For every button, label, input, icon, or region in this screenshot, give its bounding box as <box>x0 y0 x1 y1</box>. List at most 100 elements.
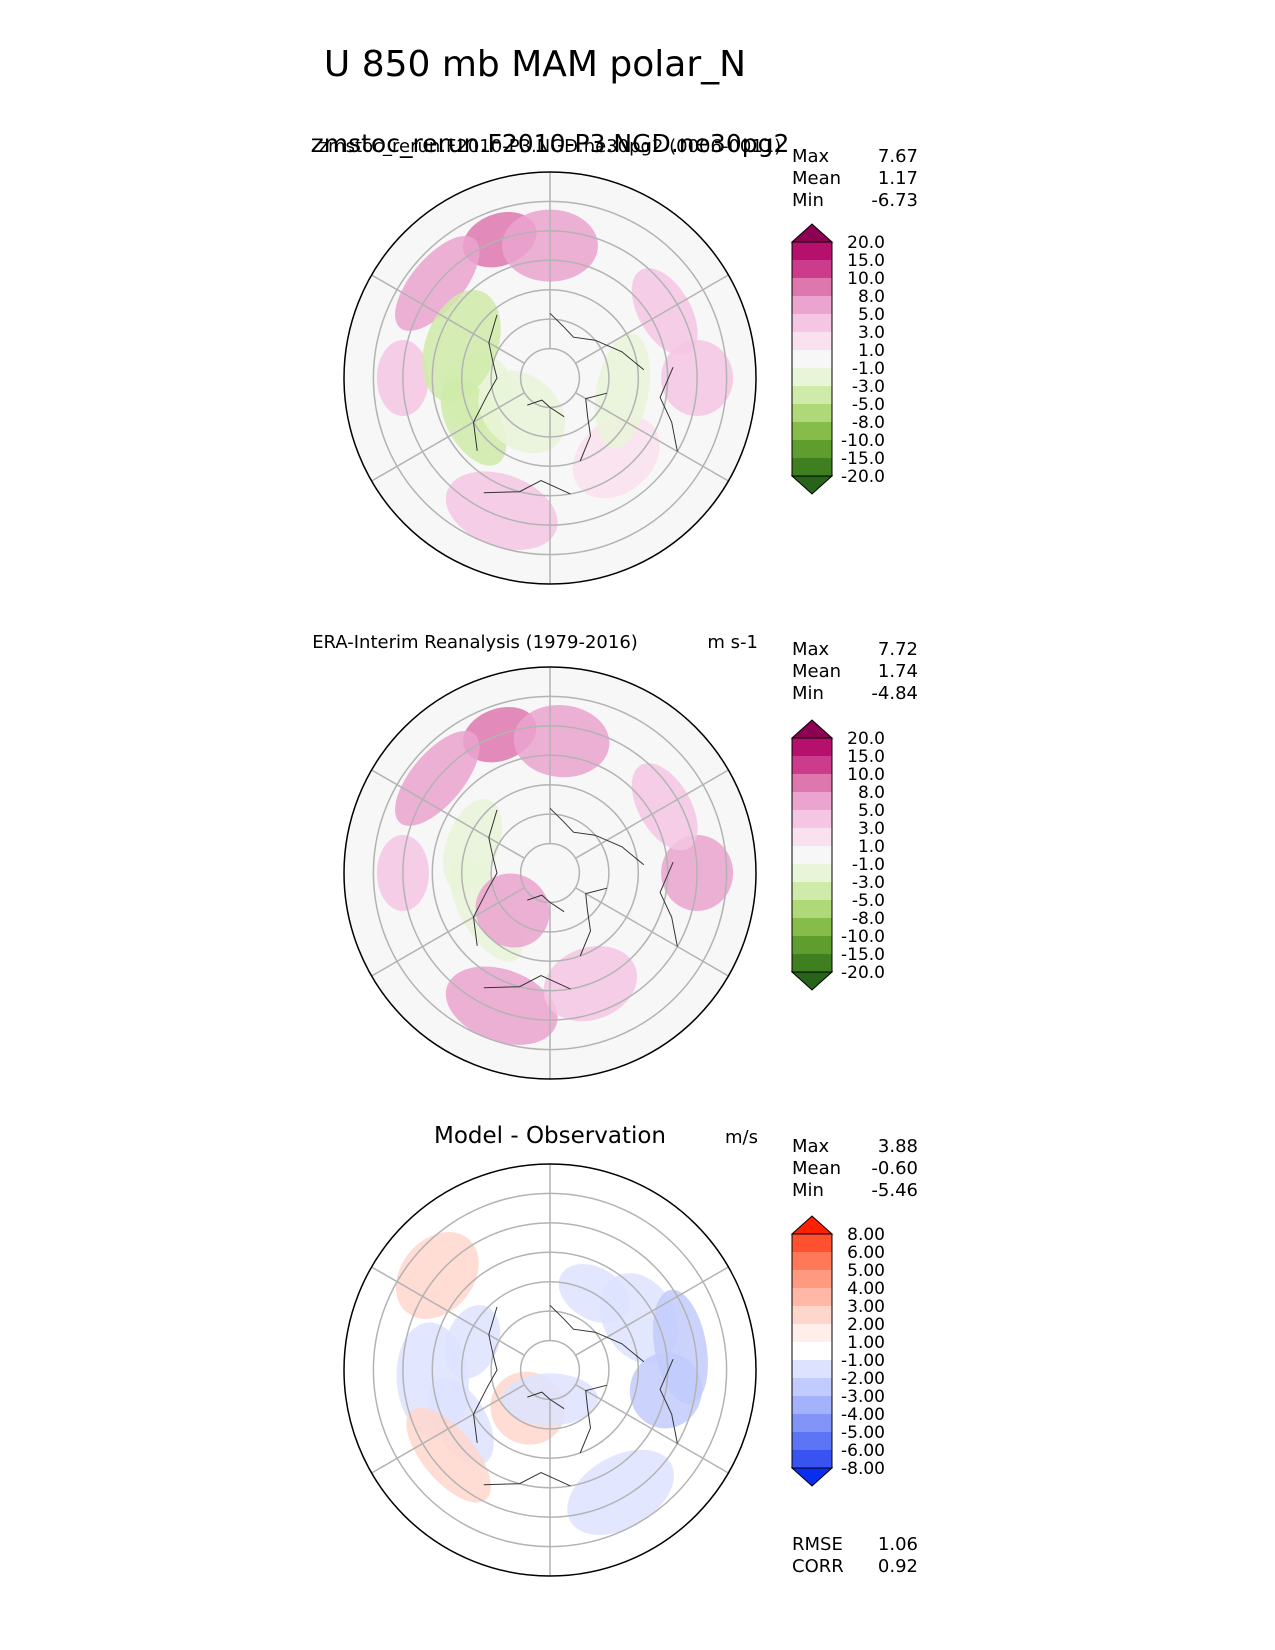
colorbar-segment <box>792 1270 832 1288</box>
meridian-line <box>371 1384 525 1474</box>
stat-value: 7.67 <box>878 146 918 167</box>
colorbar-segment <box>792 296 832 314</box>
colorbar-tick-label: 20.0 <box>847 729 885 749</box>
colorbar-extend-max <box>790 1215 834 1235</box>
colorbar-tick-label: 2.00 <box>847 1315 885 1335</box>
colorbar-segment <box>792 1360 832 1378</box>
meridian-line <box>575 274 729 364</box>
colorbar-tick-label: 10.0 <box>847 765 885 785</box>
colorbar-tick-label: 5.00 <box>847 1261 885 1281</box>
coastline <box>472 1306 498 1443</box>
colorbar-segment <box>792 1396 832 1414</box>
colorbar-segment <box>792 846 832 864</box>
panel-reference: ERA-Interim Reanalysis (1979-2016) m s-1 M… <box>312 632 918 1080</box>
coastline <box>659 1359 678 1444</box>
field-patch <box>445 471 558 550</box>
field-patch <box>478 370 566 454</box>
colorbar-tick-label: -3.0 <box>852 873 885 893</box>
field-patch <box>443 798 503 891</box>
panel-units: m/s <box>725 1127 758 1148</box>
colorbar-tick-label: -1.0 <box>852 855 885 875</box>
coastline <box>527 894 565 913</box>
stat-value: 3.88 <box>878 1136 918 1157</box>
colorbar-segment <box>792 1288 832 1306</box>
meridian-line <box>575 769 729 859</box>
colorbar-tick-label: -2.00 <box>841 1369 885 1389</box>
colorbar-frame <box>791 1233 833 1469</box>
stat-label: CORR <box>792 1556 844 1577</box>
meridian-line <box>575 1266 729 1356</box>
colorbar-tick-label: -15.0 <box>841 945 885 965</box>
coastline <box>472 809 498 946</box>
colorbar-tick-label: 8.0 <box>858 783 885 803</box>
colorbar-segment <box>792 458 832 476</box>
colorbar-tick-label: -20.0 <box>841 963 885 983</box>
stat-label: Mean <box>792 661 841 682</box>
meridian-line <box>575 887 729 977</box>
colorbar-segment <box>792 954 832 972</box>
colorbar-tick-label: -10.0 <box>841 927 885 947</box>
colorbar-extend-max <box>790 223 834 243</box>
colorbar-segment <box>792 918 832 936</box>
colorbar-tick-label: 3.0 <box>858 323 885 343</box>
colorbar-extend-min <box>790 475 834 495</box>
stat-value: -5.46 <box>871 1180 918 1201</box>
colorbar-tick-label: 5.0 <box>858 801 885 821</box>
colorbar-tick-label: -1.0 <box>852 359 885 379</box>
figure-title: U 850 mb MAM polar_N <box>324 44 746 85</box>
map-border <box>343 1163 757 1577</box>
field-patch <box>444 1305 501 1379</box>
field-patch <box>567 1449 674 1535</box>
meridian-line <box>575 1384 729 1474</box>
colorbar-segment <box>792 756 832 774</box>
colorbar-tick-label: -8.0 <box>852 909 885 929</box>
coastline <box>549 807 645 866</box>
meridian-line <box>575 392 729 482</box>
colorbar-segment <box>792 738 832 756</box>
stat-value: -4.84 <box>871 683 918 704</box>
map-area-difference <box>344 1164 756 1576</box>
colorbar-segment <box>792 1324 832 1342</box>
colorbar-tick-label: 1.0 <box>858 837 885 857</box>
colorbar-tick-label: -5.0 <box>852 395 885 415</box>
stat-value: 7.72 <box>878 639 918 660</box>
colorbar-segment <box>792 1450 832 1468</box>
coastline <box>527 1391 565 1410</box>
coastline <box>579 1384 608 1454</box>
coastline <box>579 392 608 462</box>
colorbar-tick-label: 4.00 <box>847 1279 885 1299</box>
colorbar-segment <box>792 900 832 918</box>
colorbar-segment <box>792 422 832 440</box>
field-patch <box>445 966 558 1045</box>
colorbar-tick-label: -3.0 <box>852 377 885 397</box>
colorbar-segment <box>792 278 832 296</box>
colorbar-tick-label: -6.00 <box>841 1441 885 1461</box>
colorbar-segment <box>792 242 832 260</box>
colorbar-tick-label: 20.0 <box>847 233 885 253</box>
stat-value: 1.17 <box>878 168 918 189</box>
colorbar-segment <box>792 1378 832 1396</box>
colorbar-tick-label: 15.0 <box>847 251 885 271</box>
colorbar-segment <box>792 260 832 278</box>
colorbar-segment <box>792 1342 832 1360</box>
colorbar-segment <box>792 386 832 404</box>
colorbar-extend-min <box>790 1467 834 1487</box>
colorbar-segment <box>792 404 832 422</box>
coastline <box>659 367 678 452</box>
coastline <box>483 480 571 495</box>
colorbar-difference: 8.006.005.004.003.002.001.00-1.00-2.00-3… <box>790 1215 885 1487</box>
stat-label: Min <box>792 1180 824 1201</box>
colorbar-tick-label: 5.0 <box>858 305 885 325</box>
colorbar-tick-label: 8.0 <box>858 287 885 307</box>
panel-title: Model - Observation <box>434 1123 666 1149</box>
colorbar-segment <box>792 792 832 810</box>
colorbar-segment <box>792 828 832 846</box>
stat-value: 0.92 <box>878 1556 918 1577</box>
field-patch <box>572 415 660 499</box>
stat-label: Mean <box>792 1158 841 1179</box>
panel-title: zmstoc_rerun.F2010-P3.NGD.ne30pg2 <box>311 129 790 158</box>
colorbar-segment <box>792 1234 832 1252</box>
map-area-test <box>344 172 756 584</box>
colorbar-tick-label: -20.0 <box>841 467 885 487</box>
stat-label: Min <box>792 683 824 704</box>
